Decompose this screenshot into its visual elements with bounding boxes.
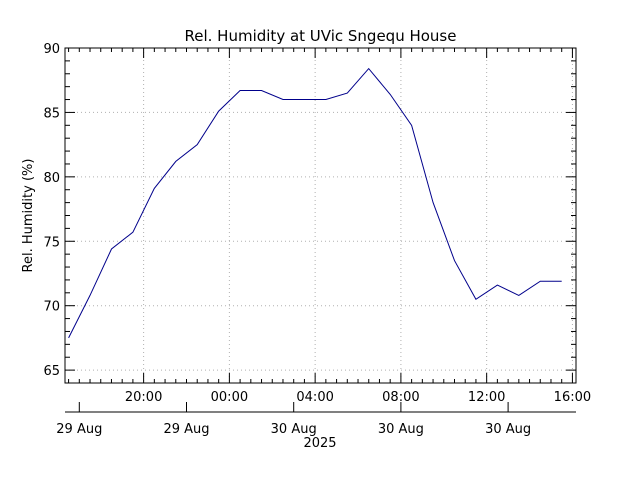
date-axis-label: 29 Aug (56, 422, 102, 437)
y-tick-label: 80 (43, 171, 60, 186)
plot-frame (64, 47, 577, 384)
date-axis-label: 29 Aug (163, 422, 209, 437)
series-line-humidity (68, 67, 562, 339)
date-axis-label: 30 Aug (485, 422, 531, 437)
y-axis-label: Rel. Humidity (%) (21, 159, 36, 273)
x-axis-year-label: 2025 (303, 436, 336, 451)
chart-title: Rel. Humidity at UVic Sngequ House (185, 27, 457, 45)
x-tick-label: 04:00 (296, 390, 333, 405)
x-tick-label: 20:00 (125, 390, 162, 405)
y-tick-label: 90 (43, 42, 60, 57)
date-axis-label: 30 Aug (378, 422, 424, 437)
x-axis-ticks: 20:00 00:00 04:00 08:00 12:00 16:00 (68, 48, 591, 405)
y-tick-label: 65 (43, 364, 60, 379)
x-tick-label: 08:00 (382, 390, 419, 405)
grid-lines (65, 47, 576, 383)
date-axis: 29 Aug 29 Aug 30 Aug 30 Aug 30 Aug (56, 402, 576, 437)
y-tick-label: 85 (43, 106, 60, 121)
y-tick-label: 70 (43, 300, 60, 315)
date-axis-label: 30 Aug (271, 422, 317, 437)
x-tick-label: 00:00 (211, 390, 248, 405)
x-tick-label: 12:00 (468, 390, 505, 405)
y-axis-ticks: 65 70 75 80 85 90 (43, 42, 576, 384)
x-tick-label: 16:00 (554, 390, 591, 405)
y-tick-label: 75 (43, 235, 60, 250)
